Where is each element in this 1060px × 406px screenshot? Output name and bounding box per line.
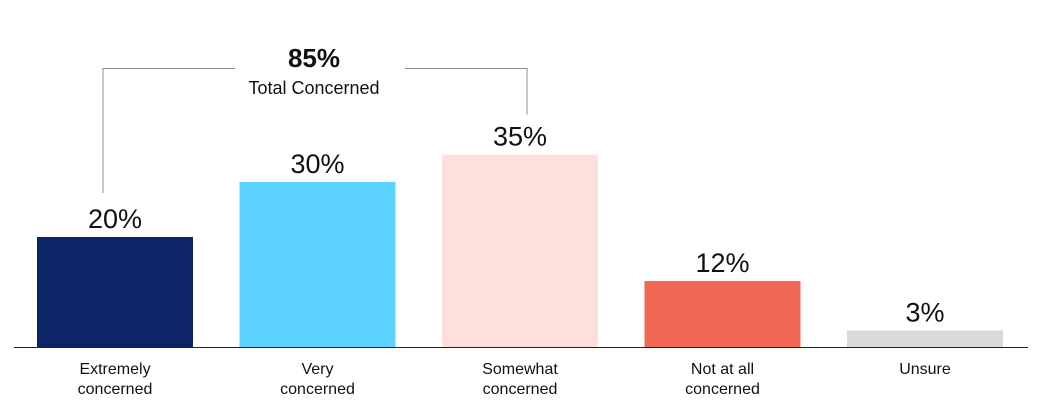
bars-group: 20% Extremely concerned 30% Very concerned 35%…: [37, 122, 1003, 398]
category-label-1-line-1: concerned: [280, 381, 355, 398]
category-label-4-line-0: Unsure: [899, 361, 951, 378]
bar-1: [239, 182, 396, 347]
category-label-2-line-0: Somewhat: [482, 361, 558, 378]
bar-value-label-0: 20%: [88, 204, 142, 234]
total-concerned-bracket: 85% Total Concerned: [102, 43, 528, 193]
bar-3: [644, 281, 801, 347]
total-concerned-value: 85%: [288, 43, 340, 73]
bar-value-label-1: 30%: [290, 149, 344, 179]
bar-4: [847, 330, 1003, 347]
bar-value-label-2: 35%: [493, 122, 547, 152]
category-label-3-line-1: concerned: [685, 381, 760, 398]
bar-2: [442, 154, 598, 347]
bracket-line-left: [102, 68, 235, 193]
bar-value-label-3: 12%: [695, 248, 749, 278]
bracket-line-right: [405, 68, 528, 115]
bar-value-label-4: 3%: [905, 298, 944, 328]
category-label-2-line-1: concerned: [483, 381, 558, 398]
total-concerned-label: Total Concerned: [248, 78, 379, 98]
category-label-0-line-1: concerned: [78, 381, 153, 398]
bar-0: [37, 237, 193, 347]
category-label-3-line-0: Not at all: [691, 361, 754, 378]
category-label-1-line-0: Very: [301, 361, 333, 378]
category-label-0-line-0: Extremely: [79, 361, 150, 378]
